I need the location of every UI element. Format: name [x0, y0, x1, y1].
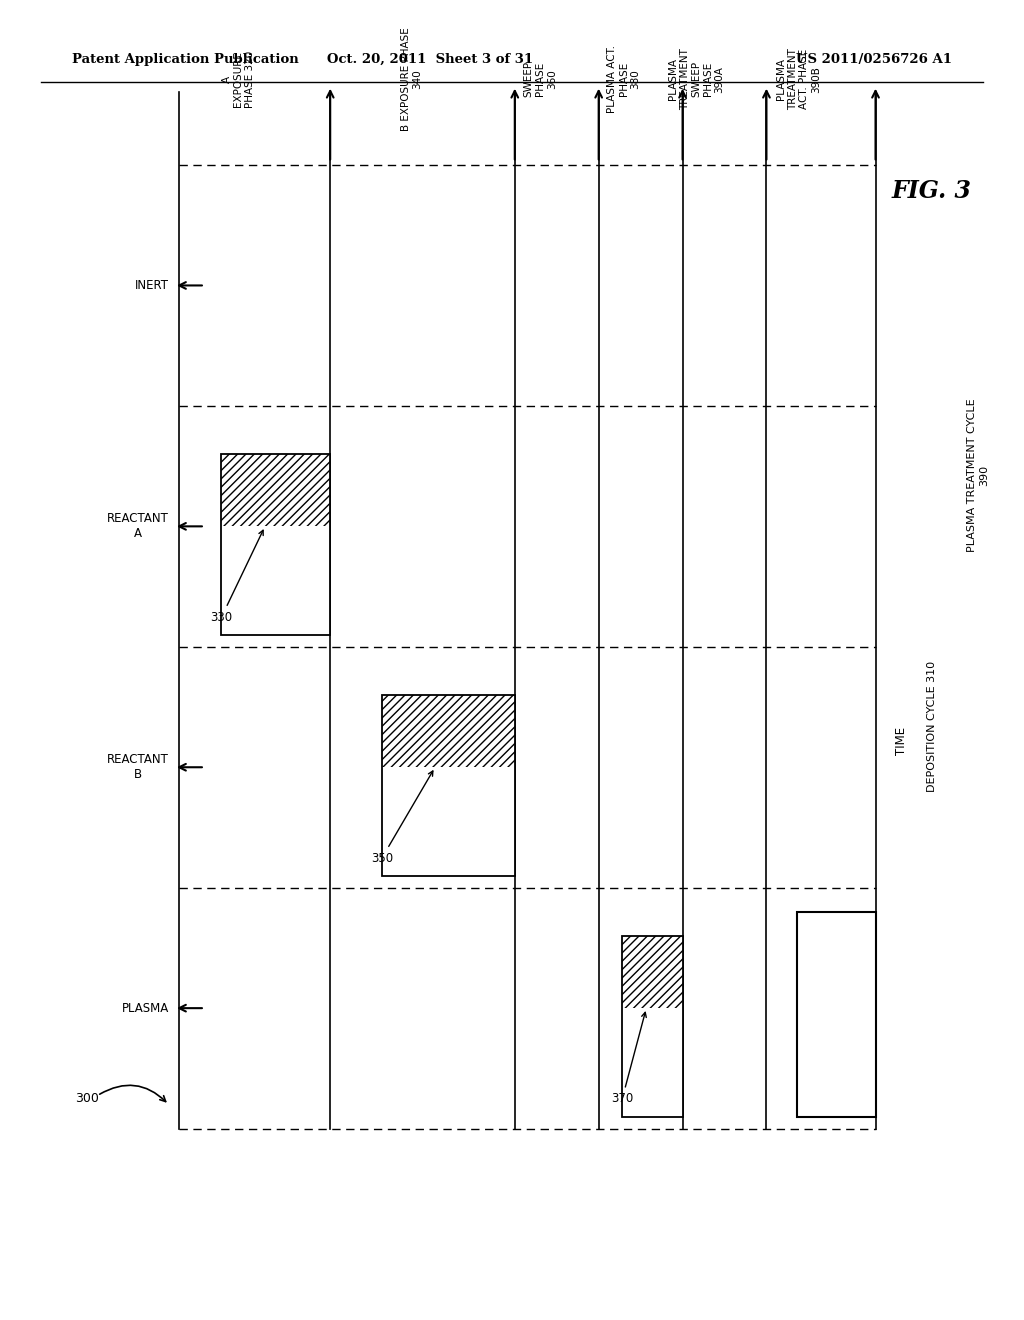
Bar	[221, 454, 330, 527]
Text: PLASMA: PLASMA	[122, 1002, 169, 1015]
Text: B EXPOSURE PHASE
340: B EXPOSURE PHASE 340	[400, 28, 423, 131]
Text: 330: 330	[210, 531, 263, 623]
Text: FIG. 3: FIG. 3	[892, 180, 972, 203]
Text: PLASMA
TREATMENT
ACT. PHASE
390B: PLASMA TREATMENT ACT. PHASE 390B	[776, 49, 821, 110]
Bar	[623, 936, 683, 1117]
Text: A
EXPOSURE
PHASE 320: A EXPOSURE PHASE 320	[221, 50, 255, 108]
Text: SWEEP
PHASE
360: SWEEP PHASE 360	[523, 61, 557, 98]
Bar	[797, 912, 876, 1117]
Text: US 2011/0256726 A1: US 2011/0256726 A1	[797, 53, 952, 66]
Text: Oct. 20, 2011  Sheet 3 of 31: Oct. 20, 2011 Sheet 3 of 31	[327, 53, 534, 66]
Text: DEPOSITION CYCLE 310: DEPOSITION CYCLE 310	[927, 660, 937, 792]
Text: REACTANT
B: REACTANT B	[108, 754, 169, 781]
Text: INERT: INERT	[135, 279, 169, 292]
Bar	[221, 454, 330, 635]
Text: Patent Application Publication: Patent Application Publication	[72, 53, 298, 66]
Text: REACTANT
A: REACTANT A	[108, 512, 169, 540]
Bar	[382, 694, 515, 875]
Text: PLASMA TREATMENT CYCLE
390: PLASMA TREATMENT CYCLE 390	[967, 399, 989, 552]
Text: PLASMA
TREATMENT
SWEEP
PHASE
390A: PLASMA TREATMENT SWEEP PHASE 390A	[668, 49, 725, 110]
Text: TIME: TIME	[895, 727, 907, 755]
Text: 300: 300	[75, 1092, 99, 1105]
Bar	[623, 936, 683, 1008]
Text: PLASMA ACT.
PHASE
380: PLASMA ACT. PHASE 380	[607, 45, 641, 114]
Text: 370: 370	[611, 1012, 646, 1105]
Bar	[382, 694, 515, 767]
Text: 350: 350	[371, 771, 433, 865]
